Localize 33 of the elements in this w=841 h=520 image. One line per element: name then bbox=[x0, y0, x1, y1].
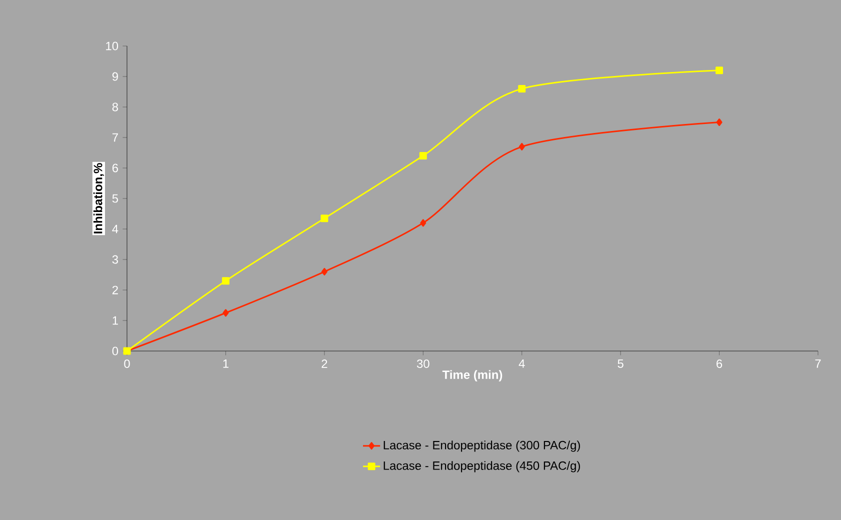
legend-label: Lacase - Endopeptidase (450 PAC/g) bbox=[384, 461, 580, 472]
point bbox=[716, 66, 724, 74]
point bbox=[420, 219, 426, 227]
x-axis-title: Time (min) bbox=[442, 370, 502, 382]
point bbox=[222, 277, 230, 285]
y-tick-label: 5 bbox=[112, 194, 118, 203]
y-axis-title: Inhibation,% bbox=[93, 163, 104, 234]
y-tick-label: 9 bbox=[112, 72, 118, 81]
point bbox=[518, 84, 526, 92]
y-tick-label: 10 bbox=[106, 42, 118, 50]
x-tick-label: 0 bbox=[124, 359, 130, 368]
x-tick-label: 4 bbox=[518, 359, 525, 368]
legend-label: Lacase - Endopeptidase (300 PAC/g) bbox=[384, 440, 580, 452]
point bbox=[321, 268, 328, 276]
x-tick-label: 6 bbox=[716, 359, 722, 368]
y-tick-label: 1 bbox=[112, 316, 118, 325]
y-tick-label: 4 bbox=[112, 224, 118, 234]
y-tick-label: 2 bbox=[112, 286, 118, 294]
x-tick-label: 2 bbox=[322, 359, 328, 368]
x-tick-label: 7 bbox=[815, 359, 821, 368]
y-tick-label: 3 bbox=[112, 255, 118, 264]
point bbox=[222, 309, 229, 317]
x-tick-label: 1 bbox=[223, 359, 228, 368]
x-tick-label: 5 bbox=[618, 359, 624, 368]
point bbox=[716, 118, 722, 126]
y-tick-label: 7 bbox=[112, 133, 118, 142]
point bbox=[518, 142, 525, 150]
x-tick-label: 30 bbox=[416, 359, 430, 368]
y-tick-label: 0 bbox=[112, 346, 118, 356]
y-tick-label: 8 bbox=[112, 102, 118, 112]
y-tick-label: 6 bbox=[112, 164, 118, 172]
point bbox=[320, 214, 328, 222]
point bbox=[419, 152, 427, 160]
